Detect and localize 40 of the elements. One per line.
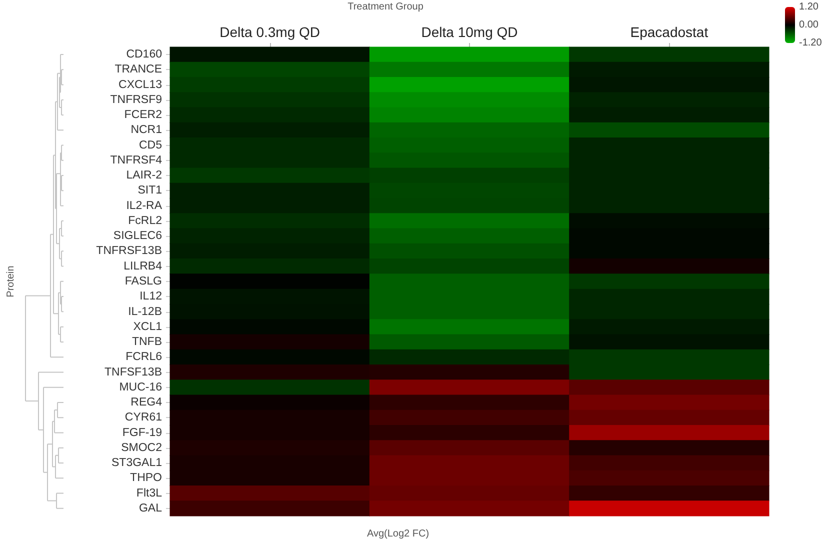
y-tick-label: Flt3L (136, 487, 163, 500)
y-tick-label: TNFRSF13B (96, 245, 162, 258)
y-tick-label: XCL1 (133, 320, 162, 333)
y-tick-label: CD160 (126, 48, 162, 61)
x-tick-label: Delta 10mg QD (421, 24, 518, 40)
x-axis-title: Treatment Group (348, 2, 424, 12)
y-tick-label: SMOC2 (121, 442, 162, 454)
y-tick-label: GAL (138, 502, 163, 514)
y-tick-label: TNFRSF9 (110, 94, 162, 106)
y-tick-label: FcRL2 (128, 214, 162, 227)
y-tick-label: THPO (130, 472, 162, 484)
y-tick-label: CYR61 (124, 412, 162, 424)
color-bar-label: 0.00 (799, 20, 819, 30)
y-tick-label: FGF-19 (122, 426, 162, 439)
y-tick-label: REG4 (130, 396, 163, 409)
y-tick-label: LILRB4 (124, 260, 163, 272)
y-tick-label: TNFSF13B (104, 366, 162, 378)
y-tick-label: NCR1 (130, 124, 162, 136)
color-bar-label: -1.20 (799, 38, 822, 48)
y-tick-label: FASLG (124, 276, 162, 288)
y-tick-label: TNFB (132, 336, 162, 348)
y-tick-label: IL12 (140, 290, 162, 303)
color-bar-title: Avg(Log2 FC) (366, 528, 430, 540)
y-tick-label: SIGLEC6 (113, 230, 162, 242)
color-bar-label: 1.20 (799, 2, 819, 12)
y-tick-label: CD5 (138, 139, 162, 152)
y-tick-label: SIT1 (138, 184, 162, 197)
y-tick-label: CXCL13 (118, 78, 162, 91)
y-tick-label: LAIR-2 (126, 170, 162, 182)
y-tick-label: IL2-RA (126, 200, 162, 212)
y-tick-label: TNFRSF4 (110, 154, 163, 166)
y-tick-label: MUC-16 (119, 381, 162, 394)
x-tick-label: Epacadostat (630, 24, 708, 40)
text: Protein (6, 266, 16, 298)
y-tick-label: ST3GAL1 (112, 457, 162, 470)
y-tick-label: FCER2 (124, 109, 162, 122)
y-tick-label: TRANCE (114, 64, 162, 76)
x-tick-label: Delta 0.3mg QD (220, 24, 320, 40)
y-tick-label: IL-12B (128, 306, 162, 318)
y-tick-label: FCRL6 (126, 351, 162, 364)
